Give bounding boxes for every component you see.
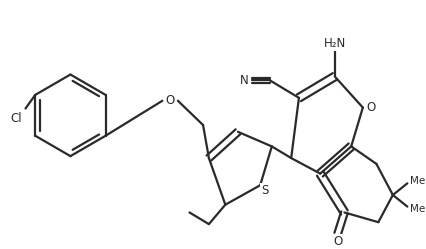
Text: Me: Me <box>409 176 425 187</box>
Text: H₂N: H₂N <box>323 37 345 50</box>
Text: O: O <box>165 94 174 107</box>
Text: N: N <box>240 74 248 87</box>
Text: Me: Me <box>409 204 425 214</box>
Text: S: S <box>261 184 268 197</box>
Text: O: O <box>365 101 374 114</box>
Text: Cl: Cl <box>10 112 22 125</box>
Text: O: O <box>332 235 342 248</box>
